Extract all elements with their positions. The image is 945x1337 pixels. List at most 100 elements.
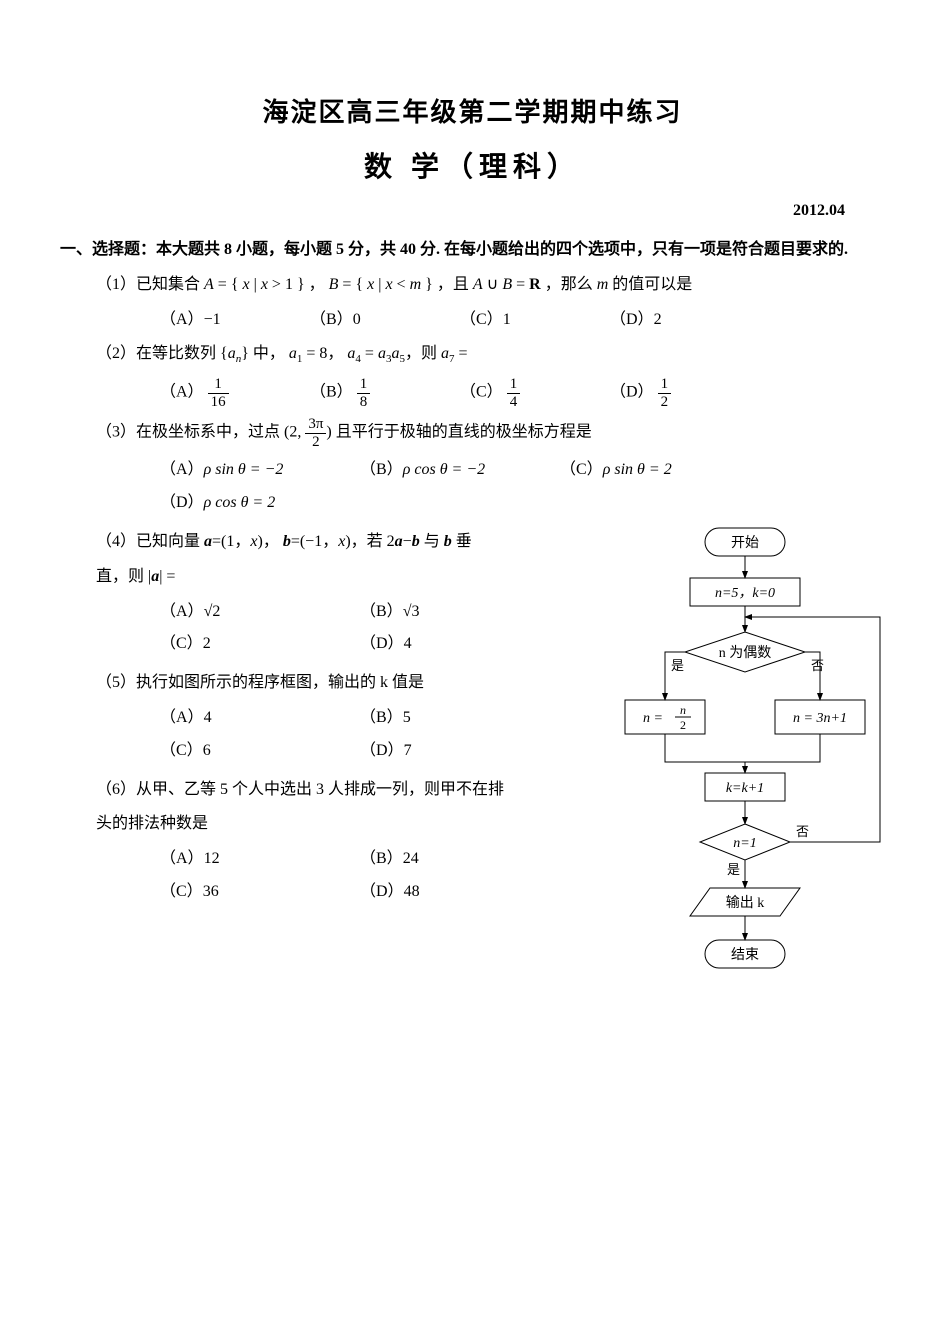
svg-text:2: 2 xyxy=(680,718,686,732)
q2-prefix: （2）在等比数列 { xyxy=(96,345,228,362)
q5-A-label: （A） xyxy=(160,709,204,726)
svg-text:n = 3n+1: n = 3n+1 xyxy=(793,711,847,726)
svg-text:n=5，k=0: n=5，k=0 xyxy=(715,586,775,601)
svg-text:输出 k: 输出 k xyxy=(726,895,765,911)
question-4-line2: 直，则 |a| = xyxy=(60,563,595,592)
q4-A-val: √2 xyxy=(204,603,221,620)
q4-line2-eq: | = xyxy=(159,568,175,585)
question-2: （2）在等比数列 {an} 中， a1 = 8， a4 = a3a5，则 a7 … xyxy=(60,340,885,370)
q1-A-val: −1 xyxy=(204,311,221,328)
q2-mid1: } 中， xyxy=(241,345,285,362)
q4-choices: （A）√2 （B）√3 （C）2 （D）4 xyxy=(60,598,595,664)
svg-text:k=k+1: k=k+1 xyxy=(726,781,764,796)
svg-text:否: 否 xyxy=(811,658,824,673)
q2-C-label: （C） xyxy=(460,384,503,401)
q6-A-val: 12 xyxy=(204,850,220,867)
q1-sep1: ， xyxy=(309,276,325,293)
question-3: （3）在极坐标系中，过点 (2, 3π2) 且平行于极轴的直线的极坐标方程是 xyxy=(60,416,885,450)
q1-choices: （A）−1 （B）0 （C）1 （D）2 xyxy=(60,306,885,335)
svg-text:是: 是 xyxy=(671,658,684,673)
q3-D-label: （D） xyxy=(160,494,204,511)
question-6-line1: （6）从甲、乙等 5 个人中选出 3 人排成一列，则甲不在排 xyxy=(60,776,595,805)
q6-D-label: （D） xyxy=(360,883,404,900)
q6-C-val: 36 xyxy=(203,883,219,900)
q6-B-val: 24 xyxy=(403,850,419,867)
question-4: （4）已知向量 a=(1，x)， b=(−1，x)，若 2a−b 与 b 垂 xyxy=(60,528,595,557)
q4-close1: )， xyxy=(257,533,278,550)
q2-choices: （A） 116 （B） 18 （C） 14 （D） 12 xyxy=(60,376,885,410)
q4-minus: − xyxy=(403,533,412,550)
q6-D-val: 48 xyxy=(404,883,420,900)
q2-B-den: 8 xyxy=(357,394,371,411)
q1-setA: A xyxy=(204,276,214,293)
q2-B-num: 1 xyxy=(357,376,371,394)
q4-with: 与 xyxy=(420,533,444,550)
question-5: （5）执行如图所示的程序框图，输出的 k 值是 xyxy=(60,669,595,698)
q5-D-val: 7 xyxy=(404,742,412,759)
q4-prefix: （4）已知向量 xyxy=(96,533,204,550)
question-1: （1）已知集合 A = { x | x > 1 } ， B = { x | x … xyxy=(60,271,885,300)
exam-date: 2012.04 xyxy=(60,197,885,226)
svg-text:是: 是 xyxy=(727,862,740,877)
q4-b-eq: =(−1， xyxy=(291,533,338,550)
q5-D-label: （D） xyxy=(360,742,404,759)
section-1-heading: 一、选择题：本大题共 8 小题，每小题 5 分，共 40 分. 在每小题给出的四… xyxy=(60,236,885,265)
svg-text:否: 否 xyxy=(796,824,809,839)
q1-B-label: （B） xyxy=(310,311,353,328)
q3-choices-row1: （A）ρ sin θ = −2 （B）ρ cos θ = −2 （C）ρ sin… xyxy=(60,456,885,522)
q4-a-eq: =(1， xyxy=(212,533,250,550)
q4-close2: )，若 2 xyxy=(345,533,394,550)
q2-C-num: 1 xyxy=(507,376,521,394)
q2-mid4: = xyxy=(454,345,467,362)
q1-C-val: 1 xyxy=(503,311,511,328)
q6-choices: （A）12 （B）24 （C）36 （D）48 xyxy=(60,845,595,911)
page-subtitle: 数 学（理科） xyxy=(60,143,885,193)
q5-B-label: （B） xyxy=(360,709,403,726)
q5-choices: （A）4 （B）5 （C）6 （D）7 xyxy=(60,704,595,770)
q2-B-label: （B） xyxy=(310,384,353,401)
q1-prefix: （1）已知集合 xyxy=(96,276,204,293)
q4-C-label: （C） xyxy=(160,635,203,652)
q3-frac-num: 3π xyxy=(305,416,326,434)
q3-A-expr: ρ sin θ = −2 xyxy=(204,461,284,478)
q3-D-expr: ρ cos θ = 2 xyxy=(204,494,276,511)
q2-mid3: ，则 xyxy=(405,345,441,362)
q1-sep3: ，那么 xyxy=(545,276,597,293)
q5-B-val: 5 xyxy=(403,709,411,726)
q3-frac-den: 2 xyxy=(305,434,326,451)
q3-B-label: （B） xyxy=(360,461,403,478)
svg-text:开始: 开始 xyxy=(731,535,759,551)
page-title: 海淀区高三年级第二学期期中练习 xyxy=(60,90,885,137)
svg-text:结束: 结束 xyxy=(731,947,759,963)
q4-B-label: （B） xyxy=(360,603,403,620)
q1-A-label: （A） xyxy=(160,311,204,328)
q6-C-label: （C） xyxy=(160,883,203,900)
q2-mid2: ， xyxy=(327,345,343,362)
svg-text:n: n xyxy=(680,703,686,717)
svg-text:n=1: n=1 xyxy=(733,836,756,851)
q1-B-val: 0 xyxy=(353,311,361,328)
flowchart-svg: 开始 n=5，k=0 n 为偶数 n = n2 n = 3n+1 k=k+1 n=1 输出 k… xyxy=(605,522,885,992)
q5-A-val: 4 xyxy=(204,709,212,726)
q4-B-val: √3 xyxy=(403,603,420,620)
q4-D-label: （D） xyxy=(360,635,404,652)
q1-D-label: （D） xyxy=(610,311,654,328)
q2-D-label: （D） xyxy=(610,384,654,401)
q2-A-num: 1 xyxy=(208,376,229,394)
q2-A-label: （A） xyxy=(160,384,204,401)
svg-text:n =: n = xyxy=(643,711,663,726)
q3-prefix: （3）在极坐标系中，过点 (2, xyxy=(96,424,305,441)
q1-sep4: 的值可以是 xyxy=(612,276,692,293)
q3-C-expr: ρ sin θ = 2 xyxy=(603,461,672,478)
q1-C-label: （C） xyxy=(460,311,503,328)
q3-B-expr: ρ cos θ = −2 xyxy=(403,461,485,478)
q6-B-label: （B） xyxy=(360,850,403,867)
q5-C-label: （C） xyxy=(160,742,203,759)
q5-C-val: 6 xyxy=(203,742,211,759)
q2-C-den: 4 xyxy=(507,394,521,411)
q3-A-label: （A） xyxy=(160,461,204,478)
q2-D-num: 1 xyxy=(658,376,672,394)
svg-text:n 为偶数: n 为偶数 xyxy=(719,645,772,661)
q4-perp: 垂 xyxy=(452,533,472,550)
q1-sep2: ，且 xyxy=(437,276,473,293)
